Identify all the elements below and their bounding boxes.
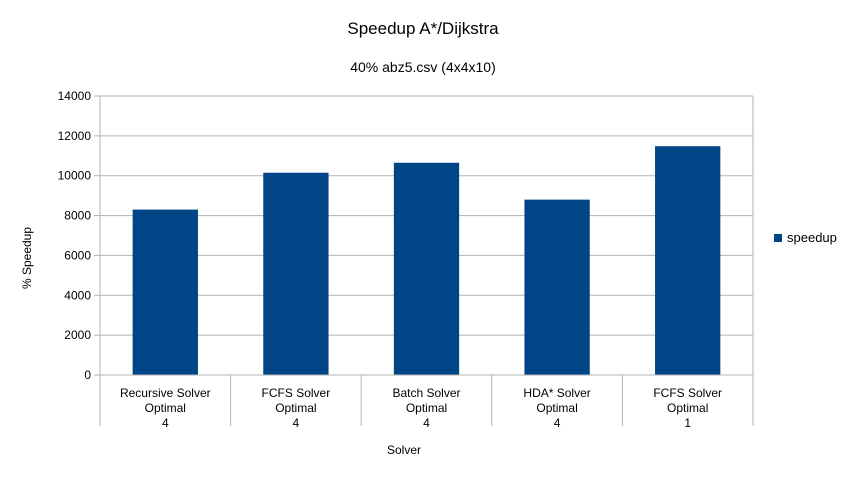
- x-category-label-line: FCFS Solver: [653, 386, 722, 400]
- y-tick-label-8000: 8000: [64, 209, 91, 223]
- x-category-label-line: Optimal: [275, 401, 316, 415]
- x-category-label-line: Batch Solver: [392, 386, 460, 400]
- y-tick-label-4000: 4000: [64, 288, 91, 302]
- bar-1: [132, 209, 198, 375]
- chart-subtitle: 40% abz5.csv (4x4x10): [350, 59, 496, 75]
- bar-3: [393, 162, 460, 375]
- bar-5: [655, 146, 721, 375]
- x-category-label-2: FCFS Solver Optimal 4: [262, 386, 331, 430]
- legend-label-speedup: speedup: [787, 230, 837, 245]
- x-category-label-3: Batch Solver Optimal 4: [392, 386, 460, 430]
- y-tick-label-6000: 6000: [64, 248, 91, 262]
- bar-4: [524, 199, 590, 375]
- x-category-label-5: FCFS Solver Optimal 1: [653, 386, 722, 430]
- x-category-label-line: Recursive Solver: [120, 386, 211, 400]
- y-axis-title: % Speedup: [20, 227, 34, 289]
- y-tick-label-14000: 14000: [58, 89, 92, 103]
- y-tick-labels: 0 2000 4000 6000 8000 10000 12000 14000: [58, 89, 92, 382]
- x-category-label-line: Optimal: [667, 401, 708, 415]
- y-tick-label-2000: 2000: [64, 328, 91, 342]
- x-category-label-line: 1: [684, 416, 691, 430]
- x-category-label-line: 4: [162, 416, 169, 430]
- legend-swatch-speedup: [774, 234, 782, 242]
- x-category-label-line: HDA* Solver: [523, 386, 590, 400]
- x-category-label-line: 4: [554, 416, 561, 430]
- legend: speedup: [774, 230, 837, 245]
- x-category-label-line: 4: [423, 416, 430, 430]
- y-tick-label-0: 0: [84, 368, 91, 382]
- bar-2: [263, 172, 329, 375]
- chart-title: Speedup A*/Dijkstra: [347, 19, 499, 38]
- x-category-label-line: FCFS Solver: [262, 386, 331, 400]
- x-category-label-line: Optimal: [536, 401, 577, 415]
- x-axis-title: Solver: [387, 443, 421, 457]
- x-category-label-line: 4: [293, 416, 300, 430]
- x-category-label-1: Recursive Solver Optimal 4: [120, 386, 211, 430]
- y-tick-label-12000: 12000: [58, 129, 92, 143]
- y-tick-label-10000: 10000: [58, 169, 92, 183]
- x-category-label-line: Optimal: [406, 401, 447, 415]
- x-category-label-4: HDA* Solver Optimal 4: [523, 386, 590, 430]
- x-category-label-line: Optimal: [145, 401, 186, 415]
- axes: [99, 96, 754, 426]
- bars: [132, 146, 721, 375]
